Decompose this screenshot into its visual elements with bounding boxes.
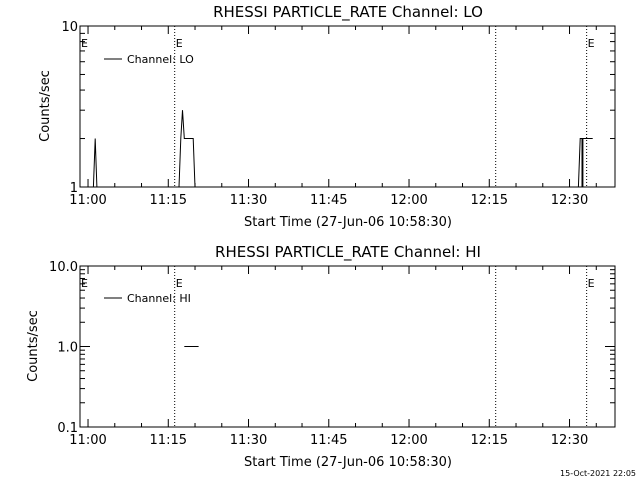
hi-y-tick-label: 1.0: [57, 341, 78, 356]
lo-series-line: [577, 138, 593, 188]
lo-event-label: E: [176, 37, 183, 50]
hi-y-axis-label: Counts/sec: [26, 310, 41, 382]
lo-legend-label: Channel: LO: [127, 53, 194, 66]
lo-series-line: [92, 138, 98, 188]
hi-event-markers: E EE: [81, 266, 595, 427]
hi-y-tick-label: 10.0: [49, 260, 78, 275]
lo-series: [92, 110, 593, 188]
hi-plot-frame: [79, 265, 616, 428]
hi-x-tick-label: 12:00: [390, 433, 427, 448]
hi-event-label: E: [176, 277, 183, 290]
hi-x-axis-label: Start Time (27-Jun-06 10:58:30): [244, 455, 452, 470]
lo-x-tick-label: 11:00: [69, 193, 106, 208]
hi-channel-panel: RHESSI PARTICLE_RATE Channel: HI Start T…: [26, 243, 616, 470]
lo-axis-ticks: 11:00 11:15 11:30 11:45 12:00 12:15 12:30 1 10: [61, 20, 615, 208]
hi-x-tick-label: 12:30: [551, 433, 588, 448]
lo-channel-panel: RHESSI PARTICLE_RATE Channel: LO Start T…: [38, 3, 616, 230]
lo-x-tick-label: 11:45: [310, 193, 347, 208]
lo-x-tick-label: 11:15: [150, 193, 187, 208]
lo-x-tick-label: 12:15: [471, 193, 508, 208]
hi-x-tick-label: 11:45: [310, 433, 347, 448]
hi-x-tick-label: 11:00: [69, 433, 106, 448]
hi-x-tick-label: 11:15: [150, 433, 187, 448]
lo-series-line: [178, 110, 196, 188]
lo-plot-frame: [79, 25, 616, 188]
lo-chart-title: RHESSI PARTICLE_RATE Channel: LO: [213, 3, 483, 22]
hi-legend-label: Channel: HI: [127, 292, 191, 305]
lo-y-tick-label: 1: [70, 181, 78, 196]
hi-y-tick-label: 0.1: [57, 421, 78, 436]
lo-y-tick-label: 10: [61, 20, 78, 35]
hi-x-tick-label: 11:30: [230, 433, 267, 448]
lo-x-tick-label: 11:30: [230, 193, 267, 208]
hi-event-label: E: [588, 277, 595, 290]
hi-event-label: E: [81, 277, 88, 290]
lo-x-tick-label: 12:30: [551, 193, 588, 208]
lo-x-tick-label: 12:00: [390, 193, 427, 208]
lo-event-markers: E EE: [81, 26, 595, 187]
hi-chart-title: RHESSI PARTICLE_RATE Channel: HI: [215, 243, 481, 262]
lo-x-axis-label: Start Time (27-Jun-06 10:58:30): [244, 215, 452, 230]
hi-x-tick-label: 12:15: [471, 433, 508, 448]
lo-event-label: E: [588, 37, 595, 50]
lo-event-label: E: [81, 37, 88, 50]
lo-y-axis-label: Counts/sec: [38, 70, 53, 142]
footer-timestamp: 15-Oct-2021 22:05: [560, 469, 636, 478]
hi-axis-ticks: 11:00 11:15 11:30 11:45 12:00 12:15 12:30 0.1 1.…: [49, 260, 615, 448]
